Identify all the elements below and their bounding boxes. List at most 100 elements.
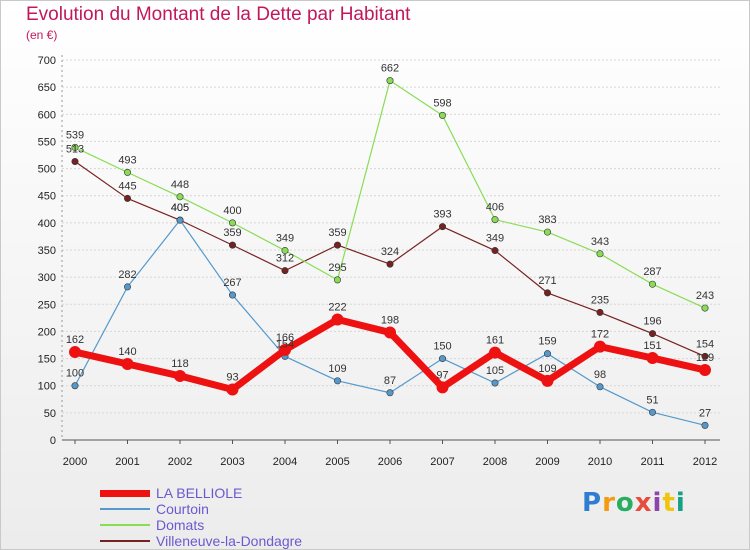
data-label: 349 (276, 233, 294, 245)
data-point (69, 346, 81, 359)
data-label: 405 (171, 202, 189, 214)
data-point (124, 194, 132, 202)
data-point (541, 374, 554, 387)
logo-letter: o (615, 488, 635, 518)
x-tick-label: 2004 (273, 456, 297, 468)
legend-label: LA BELLIOLE (156, 485, 243, 501)
data-point (333, 241, 341, 249)
data-point (543, 289, 551, 297)
chart-subtitle: (en €) (26, 28, 58, 42)
data-point (124, 168, 132, 176)
chart-title: Evolution du Montant de la Dette par Hab… (26, 4, 411, 25)
data-label: 100 (66, 368, 84, 380)
data-label: 400 (223, 205, 241, 217)
y-tick-label: 600 (38, 109, 56, 121)
data-label: 539 (66, 129, 84, 141)
data-point (386, 77, 394, 85)
data-point (386, 389, 394, 397)
data-label: 105 (486, 365, 504, 377)
data-point (71, 143, 79, 151)
data-point (491, 216, 499, 224)
logo-letter: P (582, 488, 603, 518)
x-tick-label: 2008 (483, 456, 507, 468)
y-tick-label: 0 (50, 435, 56, 447)
logo-letter: x (634, 488, 653, 518)
data-point (646, 352, 659, 365)
data-point (226, 383, 239, 396)
data-label: 198 (381, 315, 399, 327)
data-point (229, 291, 237, 299)
data-label: 196 (643, 316, 661, 328)
data-label: 151 (643, 340, 661, 352)
data-point (331, 313, 344, 326)
data-point (489, 346, 501, 359)
data-point (648, 408, 656, 416)
legend-swatch (100, 524, 150, 526)
data-point (229, 241, 237, 249)
legend-label: Domats (156, 517, 205, 533)
legend-label: Villeneuve-la-Dondagre (156, 533, 303, 549)
data-point (71, 382, 79, 390)
data-label: 295 (328, 262, 346, 274)
data-label: 282 (118, 269, 136, 281)
y-tick-label: 50 (44, 408, 56, 420)
y-tick-label: 450 (38, 191, 56, 203)
data-label: 349 (486, 233, 504, 245)
data-label: 154 (696, 338, 714, 350)
data-point (596, 308, 604, 316)
data-label: 87 (384, 375, 396, 387)
legend-swatch (100, 540, 150, 542)
data-point (229, 219, 237, 227)
data-point (438, 355, 446, 363)
data-label: 312 (276, 253, 294, 265)
data-label: 166 (276, 332, 294, 344)
data-point (491, 247, 499, 255)
data-label: 406 (486, 202, 504, 214)
data-point (648, 330, 656, 338)
axes: 0 50 100 150 200 250 300 350 400 450 500 550 600 650 7… (38, 55, 720, 468)
data-label: 405 (171, 202, 189, 214)
x-tick-label: 2002 (168, 456, 192, 468)
data-point (71, 158, 79, 166)
y-tick-label: 200 (38, 326, 56, 338)
data-point (174, 369, 186, 382)
data-point (333, 377, 341, 385)
data-label: 662 (381, 63, 399, 75)
data-point (281, 267, 289, 275)
y-tick-label: 400 (38, 218, 56, 230)
y-tick-label: 250 (38, 299, 56, 311)
data-label: 359 (328, 227, 346, 239)
data-point (176, 216, 184, 224)
y-tick-label: 500 (38, 164, 56, 176)
data-label: 271 (538, 275, 556, 287)
data-label: 493 (118, 154, 136, 166)
data-label: 129 (696, 352, 714, 364)
data-label: 93 (226, 372, 238, 384)
x-tick-label: 2005 (325, 456, 349, 468)
gridlines (62, 59, 720, 414)
logo-letter: i (675, 488, 686, 518)
y-tick-label: 700 (38, 55, 56, 67)
data-label: 159 (538, 336, 556, 348)
x-tick-label: 2006 (378, 456, 402, 468)
y-tick-label: 150 (38, 354, 56, 366)
data-label: 393 (433, 209, 451, 221)
data-label: 267 (223, 277, 241, 289)
data-point (594, 340, 606, 353)
data-label: 161 (486, 335, 504, 347)
data-labels: 513 445 405 359 312 359 324 393 349 271 235 196 154 5… (66, 63, 714, 420)
data-label: 162 (66, 334, 84, 346)
data-label: 51 (646, 394, 658, 406)
logo-letter: t (662, 488, 676, 518)
data-point (333, 276, 341, 284)
data-point (438, 111, 446, 119)
data-point (701, 352, 709, 360)
data-label: 287 (643, 266, 661, 278)
x-tick-label: 2001 (115, 456, 139, 468)
data-label: 359 (223, 227, 241, 239)
y-tick-label: 100 (38, 381, 56, 393)
data-point (596, 383, 604, 391)
legend-swatch (100, 508, 150, 510)
